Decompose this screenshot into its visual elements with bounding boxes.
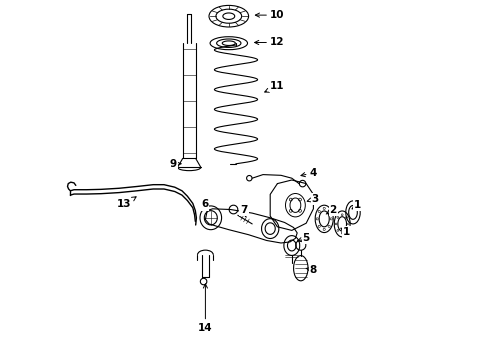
Text: 7: 7 [240,204,247,217]
Text: 11: 11 [265,81,285,92]
Text: 8: 8 [306,265,317,275]
Text: 4: 4 [301,168,317,178]
Text: 14: 14 [198,284,213,333]
Text: 3: 3 [307,194,319,204]
Text: 9: 9 [170,159,181,169]
Text: 5: 5 [297,233,310,243]
Text: 1: 1 [341,227,350,237]
Text: 13: 13 [117,197,136,210]
Text: 2: 2 [326,204,337,215]
Text: 1: 1 [352,200,361,210]
Text: 12: 12 [255,37,285,48]
Text: 6: 6 [201,199,208,211]
Text: 10: 10 [255,10,285,20]
